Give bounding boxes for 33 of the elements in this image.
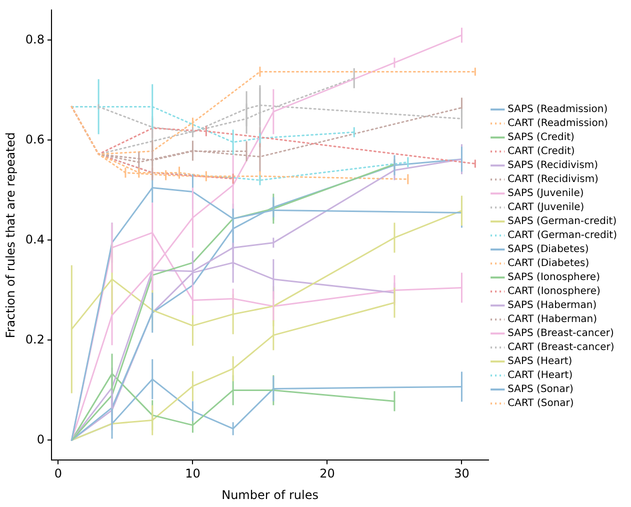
y-tick-label: 0.6 bbox=[25, 132, 44, 146]
legend-label: CART (Breast-cancer) bbox=[508, 342, 614, 354]
y-tick-label: 0 bbox=[36, 432, 44, 446]
legend-label: CART (Heart) bbox=[508, 370, 573, 382]
legend-label: CART (Recidivism) bbox=[508, 174, 599, 186]
x-axis-title: Number of rules bbox=[222, 488, 319, 502]
legend-label: SAPS (Recidivism) bbox=[508, 160, 598, 172]
legend-label: SAPS (Credit) bbox=[508, 132, 575, 144]
legend-label: CART (Credit) bbox=[508, 146, 575, 158]
legend-label: SAPS (Haberman) bbox=[508, 300, 597, 312]
legend-label: SAPS (Heart) bbox=[508, 356, 572, 368]
legend-label: CART (Diabetes) bbox=[508, 258, 590, 270]
legend-label: SAPS (Juvenile) bbox=[508, 188, 584, 200]
y-tick-label: 0.8 bbox=[25, 32, 44, 46]
legend-label: CART (Ionosphere) bbox=[508, 286, 600, 298]
legend-label: SAPS (Sonar) bbox=[508, 384, 574, 396]
y-tick-label: 0.2 bbox=[25, 332, 44, 346]
legend-label: SAPS (Diabetes) bbox=[508, 244, 589, 256]
legend-label: SAPS (Readmission) bbox=[508, 104, 608, 116]
x-tick-label: 30 bbox=[454, 466, 470, 481]
legend-label: CART (Juvenile) bbox=[508, 202, 584, 214]
legend-label: CART (German-credit) bbox=[508, 230, 618, 242]
legend-label: SAPS (Ionosphere) bbox=[508, 272, 600, 284]
x-tick-label: 0 bbox=[54, 466, 62, 481]
legend-label: SAPS (Breast-cancer) bbox=[508, 328, 614, 340]
y-axis-title: Fraction of rules that are repeated bbox=[3, 132, 18, 338]
legend-label: CART (Sonar) bbox=[508, 398, 574, 410]
legend-label: CART (Haberman) bbox=[508, 314, 598, 326]
x-tick-label: 20 bbox=[320, 466, 335, 481]
x-tick-label: 10 bbox=[185, 466, 200, 481]
legend-label: SAPS (German-credit) bbox=[508, 216, 617, 228]
y-tick-label: 0.4 bbox=[25, 232, 44, 246]
legend-label: CART (Readmission) bbox=[508, 118, 608, 130]
